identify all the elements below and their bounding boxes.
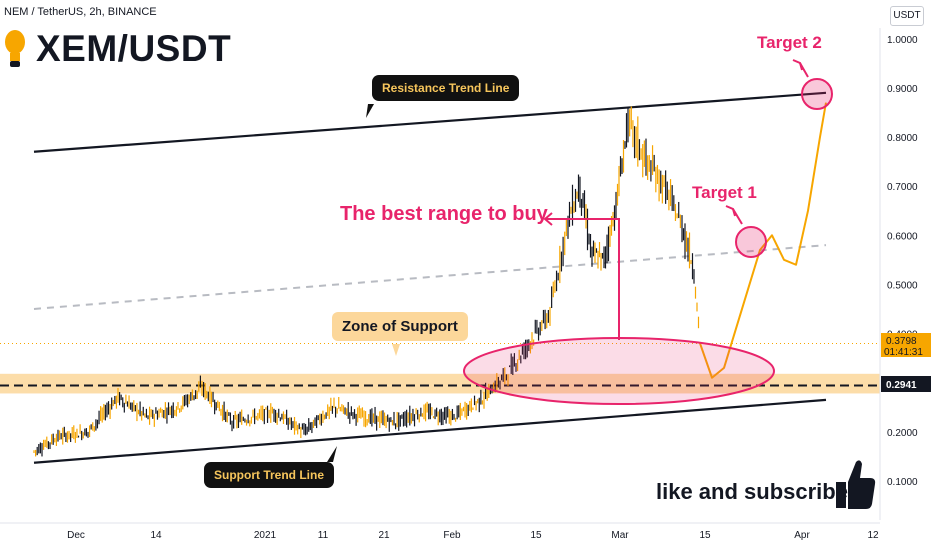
x-tick-label: Dec [67,530,85,541]
mid-channel-line [33,244,827,310]
countdown-label: 01:41:31 [884,347,923,358]
x-tick-label: 14 [150,530,162,541]
resistance-callout-pointer [366,104,374,118]
y-tick-label: 0.6000 [887,231,918,242]
y-tick-label: 1.0000 [887,35,918,46]
y-tick-label: 0.1000 [887,477,918,488]
target2-label: Target 2 [757,33,822,52]
x-tick-label: Mar [611,530,629,541]
symbol-line: NEM / TetherUS, 2h, BINANCE [4,6,157,18]
support-level-label: 0.2941 [886,380,917,391]
x-tick-label: 2021 [254,530,277,541]
resistance-trend-line [33,91,827,153]
buy-zone-ellipse [463,337,775,405]
x-tick-label: Feb [443,530,461,541]
y-tick-label: 0.8000 [887,133,918,144]
support-zone-band [0,373,880,394]
support-callout: Support Trend Line [204,462,334,488]
x-tick-label: 21 [378,530,390,541]
zone-callout: Zone of Support [332,312,468,341]
last-price-tag [881,333,931,357]
best-range-label: The best range to buy [340,203,548,225]
currency-button[interactable]: USDT [890,6,924,26]
zone-callout-pointer [392,344,400,356]
projection-path [699,102,827,379]
y-tick-label: 0.9000 [887,84,918,95]
brand: XEM/USDT [4,28,231,70]
subscribe-text: like and subscribe [656,479,848,504]
resistance-callout: Resistance Trend Line [372,75,520,101]
x-tick-label: 15 [530,530,542,541]
y-tick-label: 0.2000 [887,428,918,439]
y-tick-label: 0.5000 [887,280,918,291]
x-tick-label: 15 [699,530,711,541]
support-callout-pointer [327,446,337,462]
target2-arrow-shaft [799,62,809,78]
x-tick-label: Apr [794,530,810,541]
support-trend-line [33,398,827,464]
y-tick-label: 0.7000 [887,182,918,193]
lightbulb-icon [5,30,25,67]
target1-circle [735,226,767,258]
best-range-arrow [543,212,553,226]
x-tick-label: 11 [318,530,329,541]
best-range-bracket [546,218,620,340]
last-price-label: 0.3798 [886,336,917,347]
target1-label: Target 1 [692,183,757,202]
pair-title: XEM/USDT [36,28,232,69]
thumbs-up-icon [836,460,876,509]
x-tick-label: 12 [867,530,879,541]
support-level-tag [881,376,931,392]
target2-circle [801,78,833,110]
target1-arrow-shaft [732,208,743,225]
